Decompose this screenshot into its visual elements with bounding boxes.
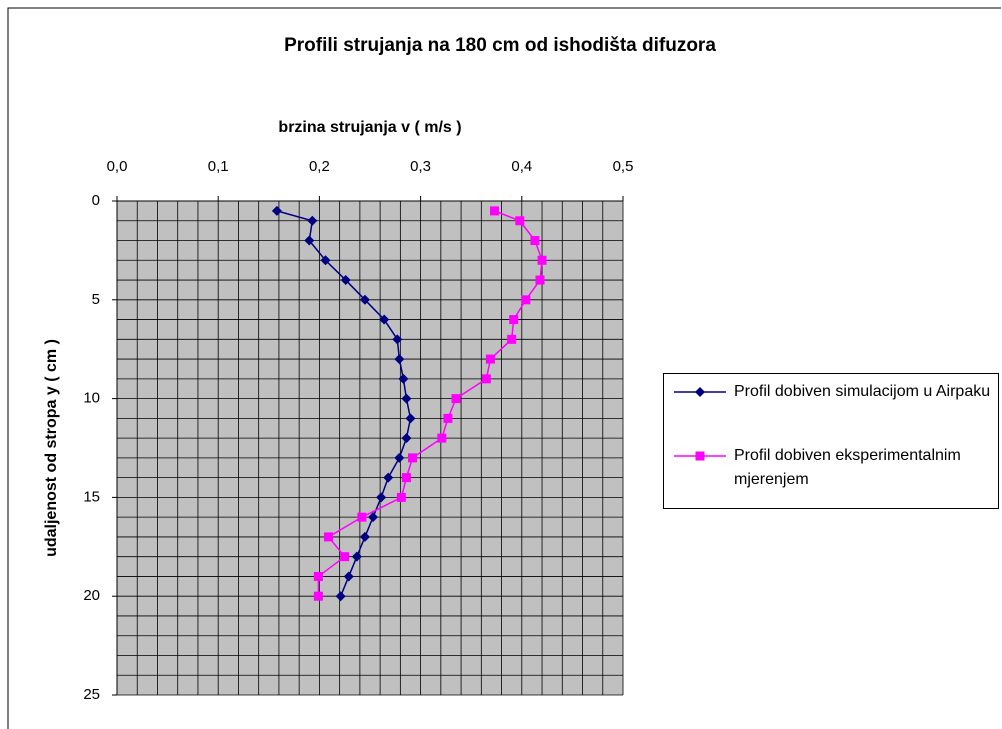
- marker: [313, 591, 323, 601]
- marker: [394, 354, 405, 365]
- marker: [340, 552, 350, 562]
- y-axis-label: udaljenost od stropa y ( cm ): [43, 339, 60, 557]
- legend-label: Profil dobiven eksperimentalnim mjerenje…: [734, 447, 961, 488]
- marker: [394, 452, 405, 463]
- x-tick-label: 0,3: [410, 158, 431, 175]
- marker: [359, 294, 370, 305]
- marker: [392, 334, 403, 345]
- marker: [340, 275, 351, 286]
- marker: [379, 314, 390, 325]
- marker: [405, 413, 416, 424]
- plot-area: [117, 201, 623, 695]
- marker: [530, 236, 540, 246]
- chart-title: Profili strujanja na 180 cm od ishodišta…: [284, 35, 716, 56]
- marker: [368, 512, 379, 523]
- marker: [408, 453, 418, 463]
- marker: [401, 473, 411, 483]
- marker: [485, 354, 495, 364]
- marker: [271, 205, 282, 216]
- marker: [307, 215, 318, 226]
- legend-label: Profil dobiven simulacijom u Airpaku: [734, 383, 991, 400]
- y-tick-label: 25: [83, 686, 100, 703]
- marker: [437, 433, 447, 443]
- marker: [304, 235, 315, 246]
- marker: [383, 472, 394, 483]
- marker: [335, 591, 346, 602]
- x-tick-label: 0,0: [107, 158, 128, 175]
- marker: [537, 255, 547, 265]
- marker: [396, 492, 406, 502]
- marker: [320, 255, 331, 266]
- marker: [509, 315, 519, 325]
- y-tick-label: 20: [83, 587, 100, 604]
- y-tick-label: 10: [83, 390, 100, 407]
- y-tick-label: 5: [92, 291, 100, 308]
- x-tick-label: 0,2: [309, 158, 330, 175]
- x-tick-label: 0,1: [208, 158, 229, 175]
- marker: [351, 551, 362, 562]
- marker: [401, 433, 412, 444]
- marker: [521, 295, 531, 305]
- marker: [359, 531, 370, 542]
- chart-frame: [7, 7, 1001, 729]
- marker: [451, 394, 461, 404]
- marker: [401, 393, 412, 404]
- x-tick-label: 0,4: [511, 158, 532, 175]
- marker: [313, 571, 323, 581]
- legend-symbol: [674, 387, 726, 397]
- y-tick-label: 0: [92, 192, 100, 209]
- marker: [535, 275, 545, 285]
- y-tick-label: 15: [83, 488, 100, 505]
- legend: Profil dobiven simulacijom u Airpaku Prof…: [663, 373, 999, 509]
- x-tick-label: 0,5: [613, 158, 634, 175]
- marker: [343, 571, 354, 582]
- marker: [507, 334, 517, 344]
- marker: [357, 512, 367, 522]
- marker: [515, 216, 525, 226]
- legend-symbol: [674, 451, 726, 461]
- marker: [481, 374, 491, 384]
- x-axis-label: brzina strujanja v ( m/s ): [278, 119, 461, 136]
- marker: [376, 492, 387, 503]
- marker: [695, 387, 705, 397]
- marker: [398, 373, 409, 384]
- marker: [695, 451, 705, 461]
- marker: [324, 532, 334, 542]
- marker: [489, 206, 499, 216]
- marker: [443, 413, 453, 423]
